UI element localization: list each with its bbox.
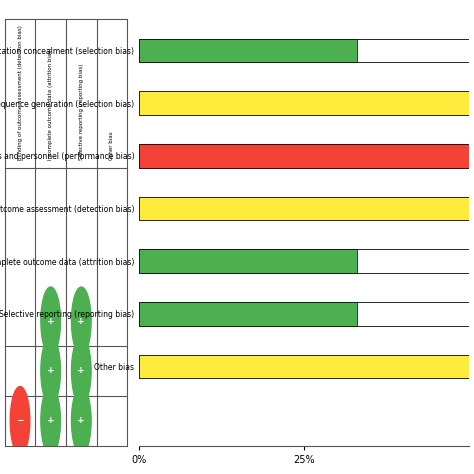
Bar — [138, 355, 474, 378]
Text: −: − — [16, 416, 24, 425]
Bar — [138, 197, 474, 220]
Bar — [138, 302, 474, 326]
Bar — [138, 144, 474, 168]
Text: +: + — [47, 317, 55, 326]
Text: +: + — [77, 366, 85, 375]
Circle shape — [41, 387, 61, 455]
Circle shape — [72, 287, 91, 356]
Bar — [138, 197, 474, 220]
Circle shape — [72, 387, 91, 455]
Text: +: + — [47, 416, 55, 425]
Circle shape — [41, 287, 61, 356]
Text: Other bias: Other bias — [109, 131, 114, 160]
Bar — [138, 39, 357, 63]
Bar — [138, 355, 474, 378]
Bar — [138, 91, 474, 115]
Circle shape — [41, 337, 61, 405]
Bar — [138, 249, 357, 273]
Text: +: + — [77, 416, 85, 425]
Text: Blinding of outcome assessment (detection bias): Blinding of outcome assessment (detectio… — [18, 25, 23, 160]
Bar — [138, 249, 474, 273]
Text: +: + — [47, 366, 55, 375]
Text: +: + — [77, 317, 85, 326]
Circle shape — [10, 387, 30, 455]
Text: Incomplete outcome data (attrition bias): Incomplete outcome data (attrition bias) — [48, 47, 53, 160]
Bar — [138, 144, 474, 168]
Bar — [138, 302, 357, 326]
Text: Selective reporting (reporting bias): Selective reporting (reporting bias) — [79, 64, 84, 160]
Bar — [138, 39, 474, 63]
Circle shape — [72, 337, 91, 405]
Bar — [138, 91, 474, 115]
